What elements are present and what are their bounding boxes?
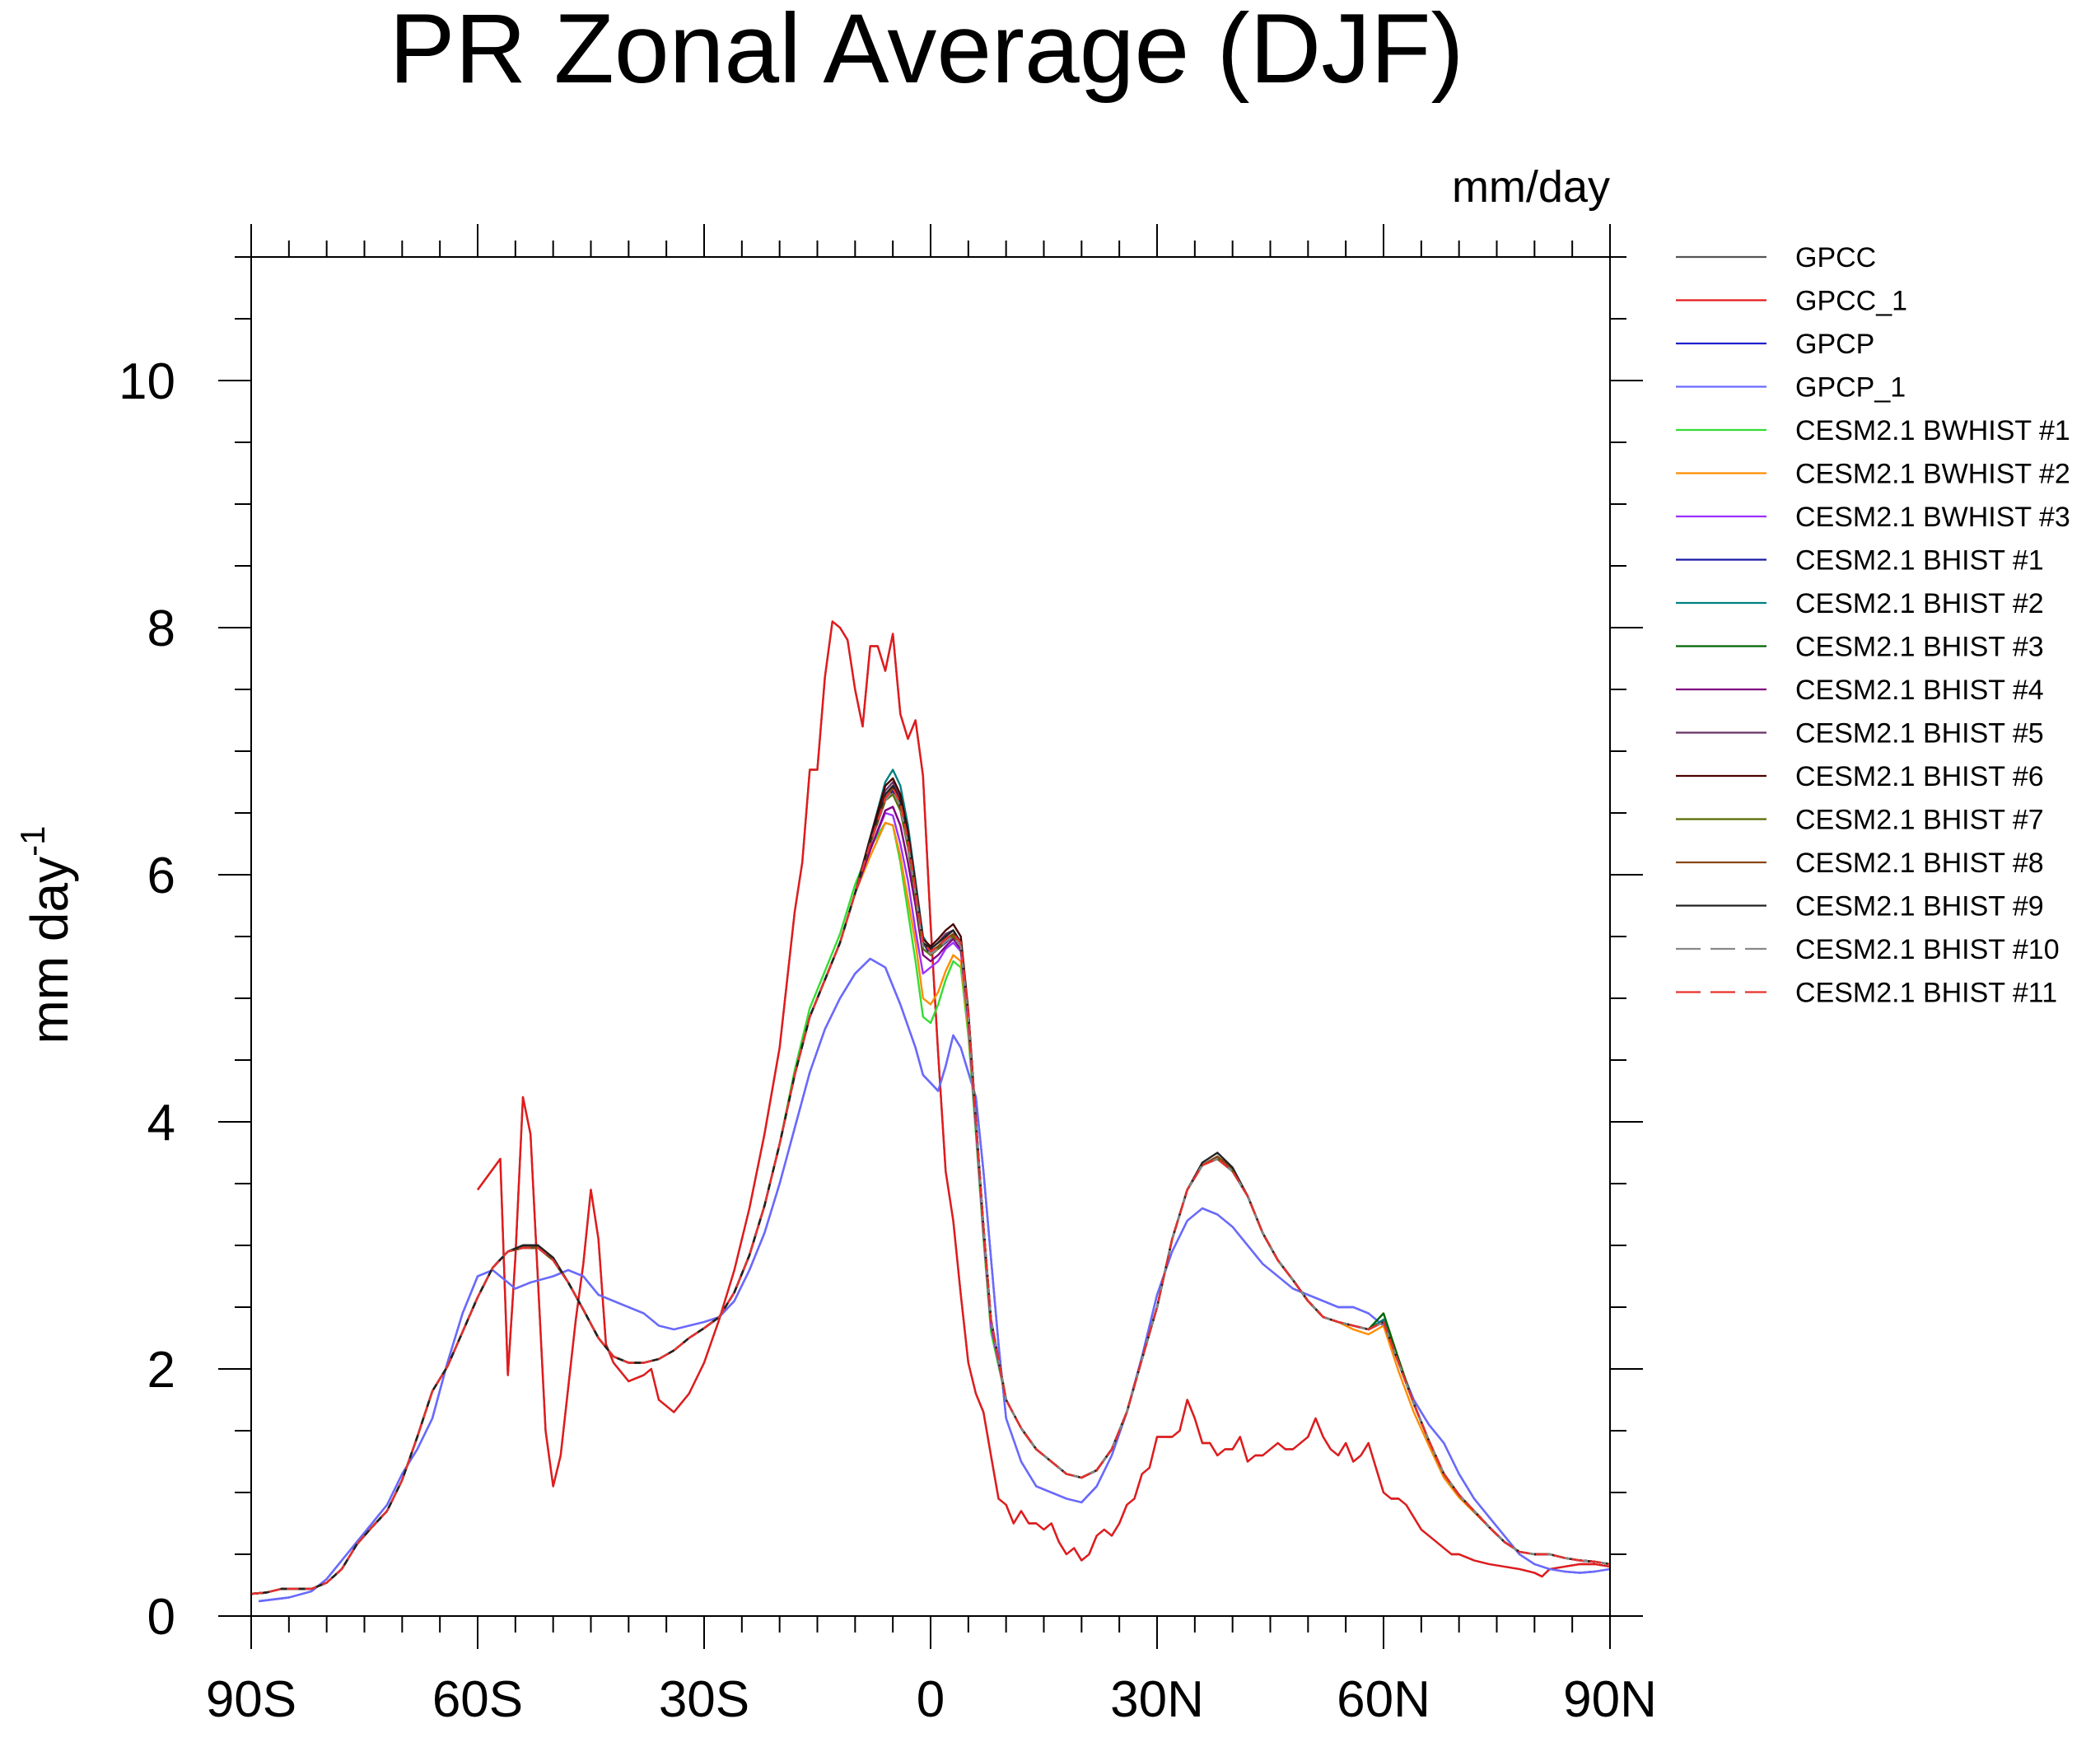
y-tick-label: 10 [119, 353, 175, 410]
series-line-2 [477, 620, 1611, 1578]
x-tick-label: 30S [659, 1671, 749, 1728]
x-tick-label: 90S [206, 1671, 296, 1728]
legend-label: CESM2.1 BHIST #8 [1795, 848, 2044, 879]
series-line-18 [250, 787, 1611, 1595]
legend-label: CESM2.1 BWHIST #2 [1795, 459, 2070, 490]
series-line-12 [250, 781, 1611, 1595]
x-tick-label: 60S [432, 1671, 523, 1728]
chart-title: PR Zonal Average (DJF) [390, 0, 1464, 104]
legend-label: CESM2.1 BHIST #9 [1795, 891, 2044, 923]
legend-label: CESM2.1 BHIST #3 [1795, 632, 2044, 663]
series-line-13 [250, 777, 1611, 1595]
legend-label: CESM2.1 BHIST #10 [1795, 934, 2060, 965]
legend-label: GPCP [1795, 329, 1874, 360]
x-tick-label: 60N [1337, 1671, 1430, 1728]
legend: GPCC GPCC_1 GPCP GPCP_1 CESM2.1 BWHIST #1 CES… [1676, 242, 2070, 1009]
legend-label: GPCC [1795, 242, 1876, 273]
legend-label: CESM2.1 BWHIST #1 [1795, 415, 2070, 446]
legend-label: CESM2.1 BHIST #1 [1795, 545, 2044, 577]
legend-label: CESM2.1 BHIST #2 [1795, 588, 2044, 619]
series-layer [250, 620, 1611, 1603]
legend-label: GPCC_1 [1795, 286, 1907, 317]
series-line-9 [250, 768, 1611, 1595]
y-tick-label: 8 [147, 600, 175, 657]
y-axis-label-text: mm day [20, 857, 79, 1044]
legend-label: CESM2.1 BHIST #5 [1795, 718, 2044, 750]
svg-text:mm day-1: mm day-1 [13, 826, 79, 1044]
x-tick-label: 0 [917, 1671, 945, 1728]
legend-label: CESM2.1 BHIST #6 [1795, 761, 2044, 792]
y-tick-label: 6 [147, 848, 175, 904]
y-axis-label-superscript: -1 [13, 826, 52, 857]
axes-layer: 90S 60S 30S 0 30N 60N 90N 0 2 4 6 8 10 [119, 224, 1657, 1728]
legend-label: CESM2.1 BHIST #7 [1795, 805, 2044, 836]
legend-label: CESM2.1 BHIST #4 [1795, 675, 2044, 706]
units-label: mm/day [1452, 162, 1610, 212]
y-tick-label: 0 [147, 1589, 175, 1646]
y-tick-label: 2 [147, 1342, 175, 1399]
y-tick-label: 4 [147, 1095, 175, 1151]
legend-label: GPCP_1 [1795, 372, 1906, 404]
x-tick-label: 30N [1110, 1671, 1204, 1728]
legend-label: CESM2.1 BWHIST #3 [1795, 502, 2070, 533]
series-line-1 [477, 620, 1611, 1578]
legend-label: CESM2.1 BHIST #11 [1795, 978, 2057, 1009]
series-line-4 [259, 957, 1611, 1603]
x-tick-label: 90N [1563, 1671, 1657, 1728]
y-axis-label: mm day-1 [13, 826, 79, 1044]
